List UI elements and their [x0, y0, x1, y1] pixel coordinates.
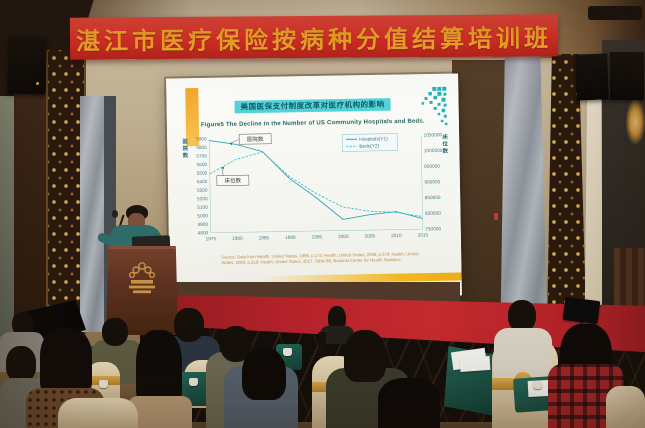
left-carved-column [46, 50, 86, 336]
svg-text:2010: 2010 [391, 233, 402, 239]
svg-text:医: 医 [182, 137, 188, 145]
svg-text:1985: 1985 [259, 235, 270, 241]
slide-ornament-icon [421, 86, 448, 126]
slide: 美国医保支付制度改革对医疗机构的影响 Figure5 The Decline i… [166, 73, 462, 301]
svg-text:900000: 900000 [424, 179, 440, 185]
svg-text:750000: 750000 [425, 226, 441, 232]
audience-hair [378, 378, 440, 428]
svg-text:数: 数 [183, 151, 189, 159]
svg-text:950000: 950000 [424, 164, 440, 170]
svg-text:Beds(Y2): Beds(Y2) [359, 143, 379, 149]
tea-cup [99, 380, 108, 388]
right-speaker-box-2 [610, 52, 644, 100]
left-wood-panel [14, 92, 48, 336]
slide-title-text: 美国医保支付制度改革对医疗机构的影响 [234, 98, 391, 114]
svg-text:5300: 5300 [197, 188, 208, 194]
svg-text:4800: 4800 [198, 230, 209, 236]
slide-subtitle: Figure5 The Decline in the Number of US … [200, 117, 425, 128]
left-wall-edge [0, 96, 18, 336]
svg-text:院: 院 [182, 144, 188, 152]
wall-button [494, 213, 498, 220]
audience-head [508, 300, 536, 332]
projection-screen: 美国医保支付制度改革对医疗机构的影响 Figure5 The Decline i… [166, 73, 462, 301]
stage-mic [318, 332, 326, 358]
left-speaker-box [6, 35, 48, 95]
svg-text:5500: 5500 [197, 171, 208, 177]
photographer-plaid-jacket [548, 364, 624, 428]
svg-text:数: 数 [443, 147, 449, 155]
right-light-strip [584, 56, 604, 378]
audience-head [174, 308, 204, 342]
tea-cup [283, 348, 292, 356]
svg-text:5100: 5100 [197, 205, 208, 211]
svg-text:2005: 2005 [365, 233, 376, 239]
svg-text:5900: 5900 [196, 136, 207, 142]
phone [562, 296, 601, 325]
svg-text:5200: 5200 [197, 196, 208, 202]
audience-hair [40, 328, 92, 396]
podium-logo-icon [128, 262, 156, 294]
svg-text:床: 床 [442, 133, 448, 141]
audience-head [242, 348, 286, 400]
svg-text:Hospitals(Y1): Hospitals(Y1) [359, 136, 388, 143]
tea-cup [189, 378, 198, 386]
svg-text:1975: 1975 [206, 236, 217, 242]
banner-text: 湛江市医疗保险按病种分值结算培训班 [75, 24, 553, 56]
svg-text:位: 位 [442, 140, 448, 148]
left-marble-column [80, 96, 106, 332]
audience-tan-cardigan [128, 396, 192, 428]
svg-text:5000: 5000 [197, 213, 208, 219]
svg-text:800000: 800000 [425, 211, 441, 217]
ceiling-vent [588, 6, 642, 20]
audience-head [12, 312, 34, 336]
svg-text:2015: 2015 [418, 233, 429, 239]
mic-head [112, 210, 118, 218]
svg-text:床位数: 床位数 [225, 176, 242, 184]
svg-text:1995: 1995 [312, 234, 323, 240]
audience-head [6, 346, 36, 382]
svg-text:850000: 850000 [425, 195, 441, 201]
right-speaker-box-1 [575, 53, 609, 101]
svg-text:5700: 5700 [196, 153, 207, 159]
audience-head [344, 330, 386, 382]
training-banner: 湛江市医疗保险按病种分值结算培训班 [69, 14, 559, 60]
svg-text:1980: 1980 [232, 236, 243, 242]
audience-shoulders [320, 326, 354, 344]
svg-text:2000: 2000 [338, 234, 349, 240]
audience-head [102, 318, 128, 346]
svg-text:5400: 5400 [197, 179, 208, 185]
slide-source: Source: Data from Health, United States,… [221, 251, 419, 265]
svg-text:1990: 1990 [285, 235, 296, 241]
chandelier-glow [626, 100, 645, 144]
svg-text:医院数: 医院数 [247, 135, 264, 143]
chair-cover [606, 386, 645, 428]
svg-text:1050000: 1050000 [424, 132, 443, 138]
audience-hair [136, 330, 182, 404]
speaker-led [36, 82, 39, 85]
svg-text:5600: 5600 [196, 162, 207, 168]
svg-text:4900: 4900 [198, 222, 209, 228]
svg-text:5800: 5800 [196, 145, 207, 151]
audience-head [328, 306, 346, 332]
slide-chart: 5900 5800 5700 5600 5500 5400 5300 5200 5100 5000… [182, 132, 449, 242]
svg-text:1000000: 1000000 [424, 148, 443, 154]
chair-cover [58, 398, 138, 428]
documents [459, 355, 491, 373]
tea-cup [533, 381, 542, 389]
